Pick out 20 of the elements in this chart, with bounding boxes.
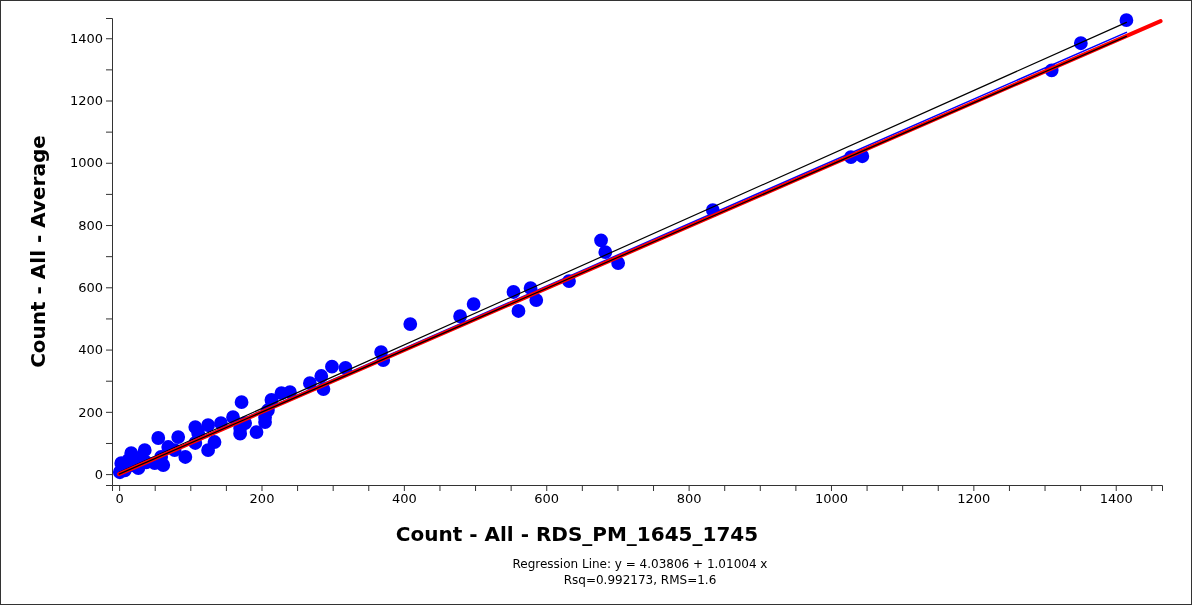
text: Rsq=0.992173, RMS=1.6 (563, 573, 717, 587)
text: Regression Line: y = 4.03806 + 1.01004 x (512, 557, 768, 571)
y-tick-label: 0 (94, 466, 103, 482)
x-tick-label: 1000 (814, 491, 849, 507)
x-tick-label: 800 (676, 491, 702, 507)
y-axis-title: Count - All - Average (26, 135, 50, 368)
y-tick-label: 1000 (69, 155, 103, 171)
x-axis-title: Count - All - RDS_PM_1645_1745 (395, 522, 759, 546)
y-tick-label: 1400 (69, 30, 103, 46)
x-tick-label: 200 (249, 491, 275, 507)
x-tick-label: 1400 (1099, 491, 1133, 507)
y-tick-label: 400 (78, 342, 103, 358)
y-tick-label: 200 (78, 404, 103, 420)
x-tick-label: 600 (534, 491, 560, 507)
x-tick-label: 1200 (957, 491, 991, 507)
x-tick-label: 400 (391, 491, 417, 507)
x-tick-label: 0 (115, 491, 124, 507)
y-tick-label: 800 (78, 217, 103, 233)
y-tick-label: 600 (78, 279, 103, 295)
y-tick-label: 1200 (69, 93, 103, 109)
